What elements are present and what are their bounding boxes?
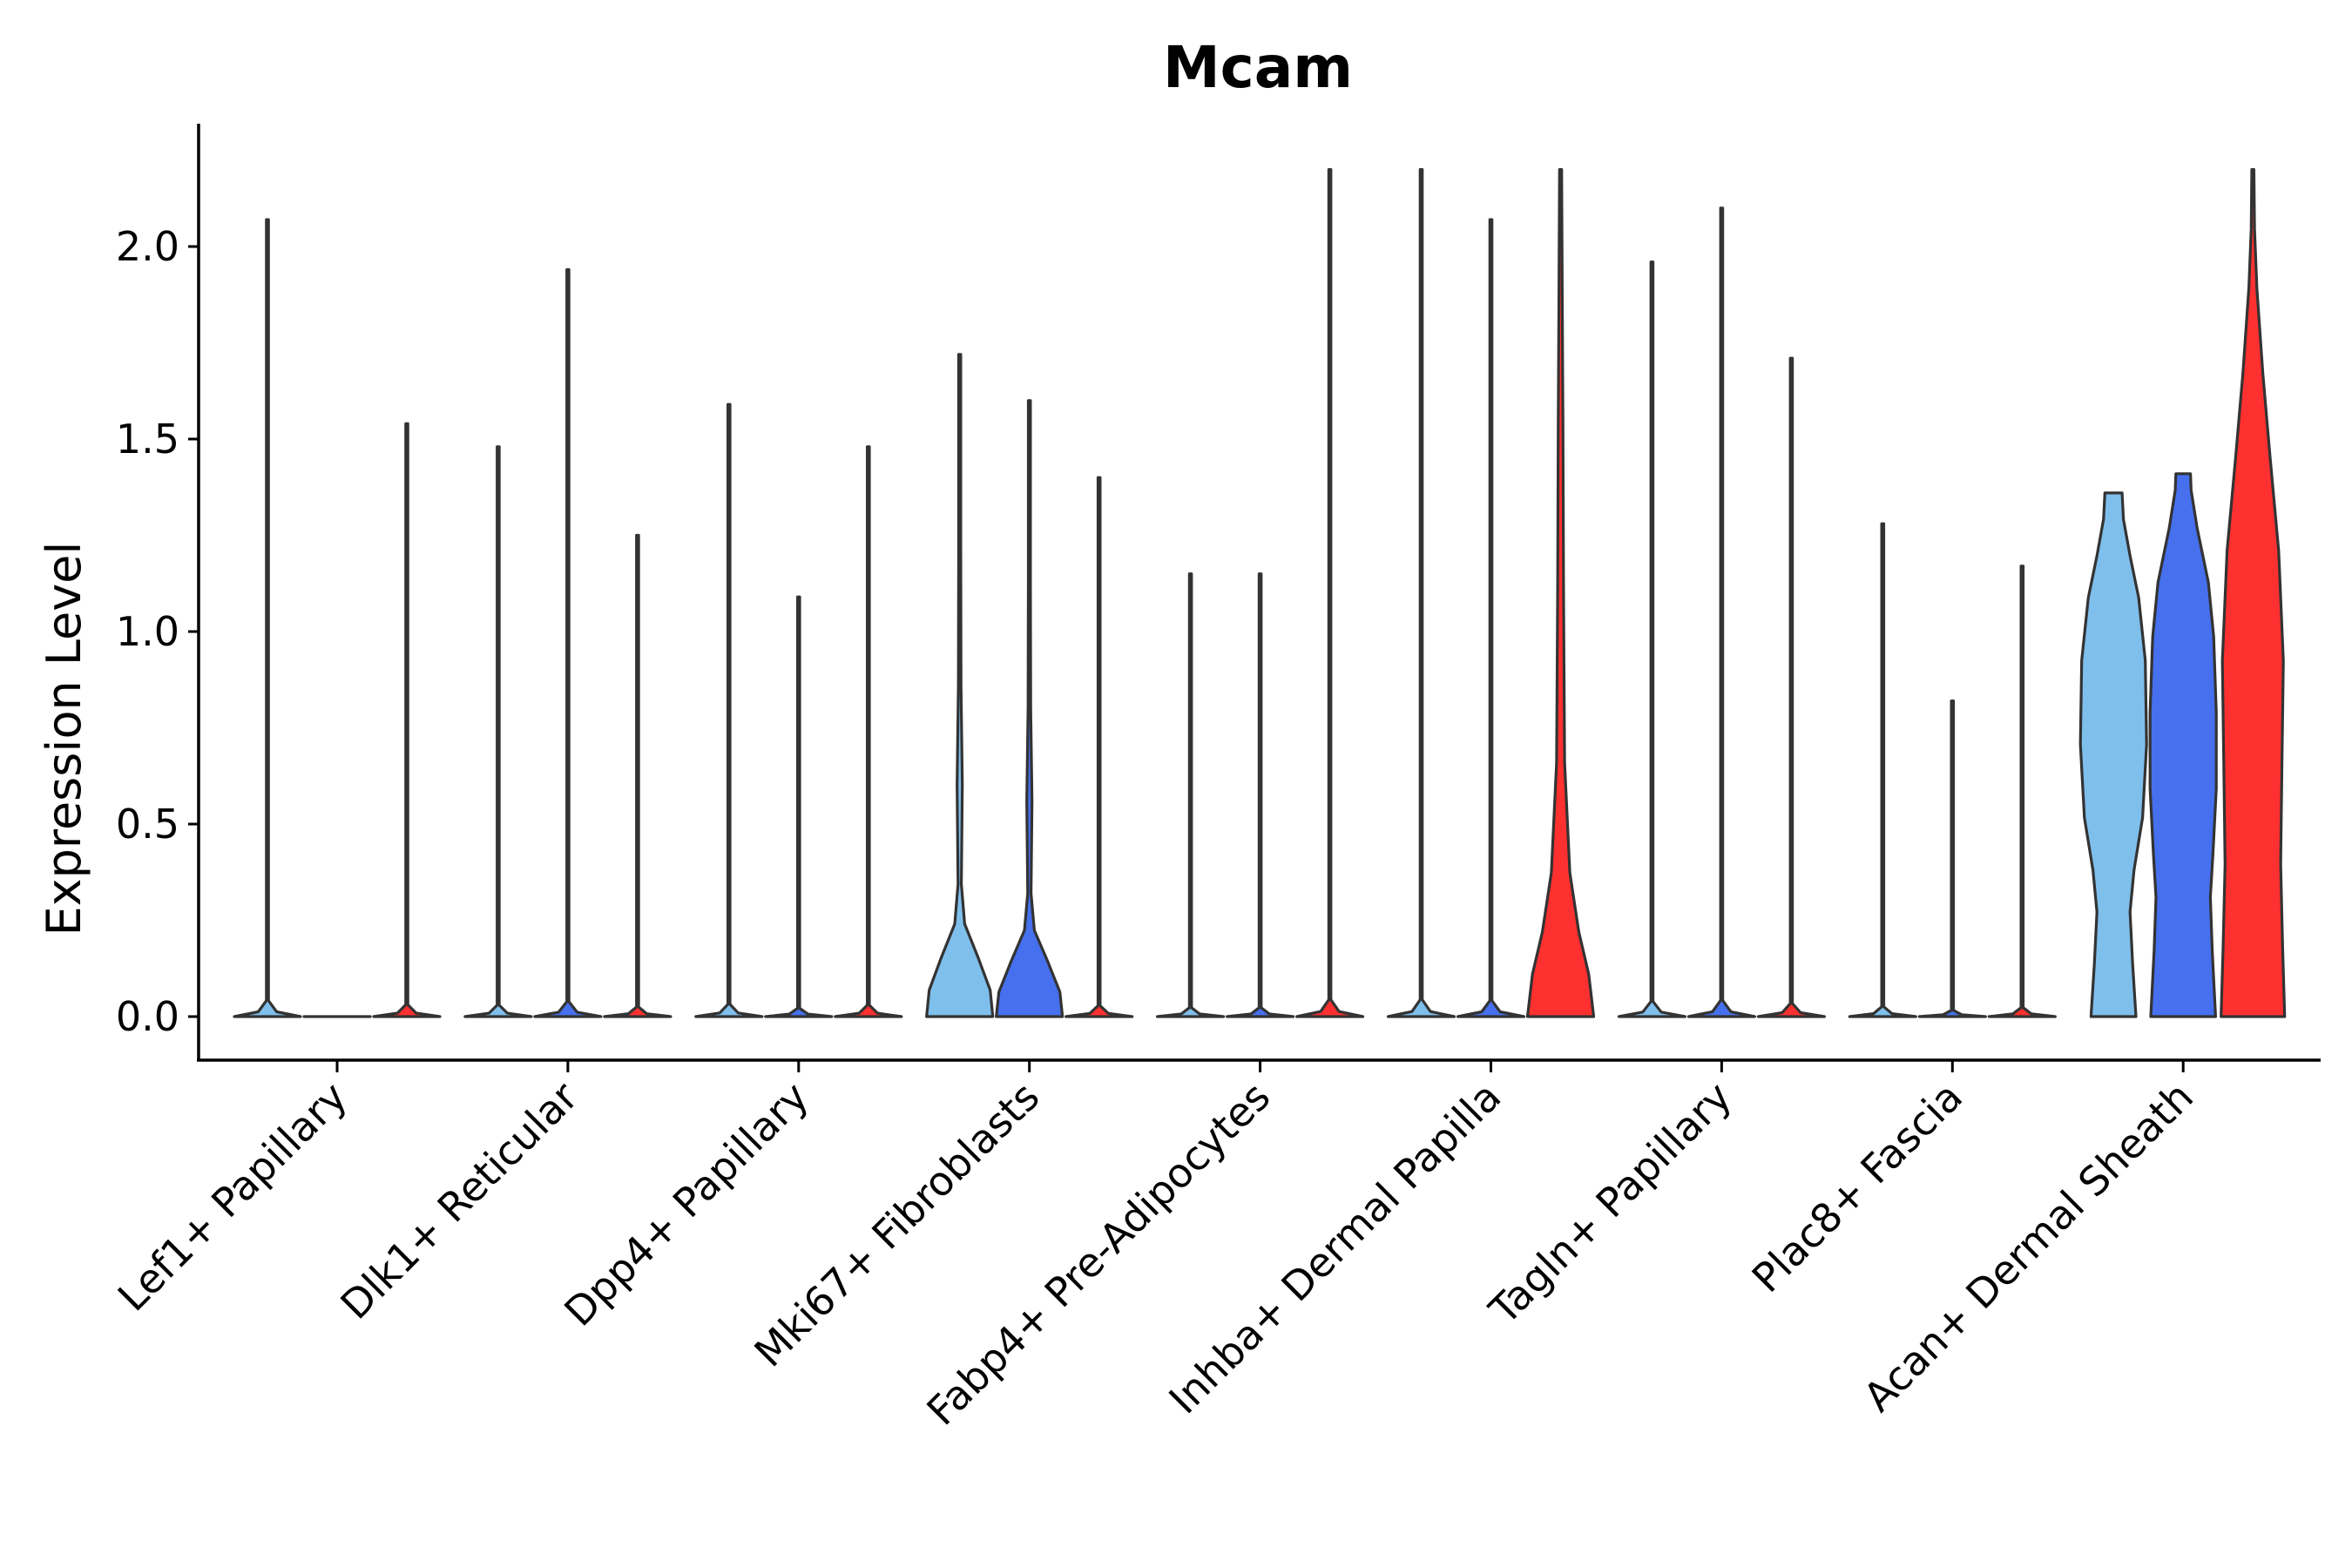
violin-group-1-3 bbox=[694, 402, 764, 1018]
y-tick-label: 2.0 bbox=[116, 223, 179, 270]
violin-group-3-4 bbox=[1064, 476, 1134, 1018]
y-axis-ticks: 0.0 0.5 1.0 1.5 2.0 bbox=[116, 223, 199, 1040]
x-tick-label: Lef1+ Papillary bbox=[109, 1073, 356, 1321]
violin-group-3-8 bbox=[1987, 564, 2057, 1018]
x-tick-label: Tagln+ Papillary bbox=[1480, 1073, 1741, 1335]
violin-group-2-7 bbox=[1686, 206, 1756, 1018]
y-tick-label: 1.0 bbox=[116, 608, 179, 655]
violin-group-1-5 bbox=[1156, 572, 1226, 1018]
violin-group-1-4 bbox=[925, 353, 995, 1018]
violin-group-3-5 bbox=[1295, 168, 1365, 1018]
violin-group-2-4 bbox=[995, 399, 1064, 1018]
x-tick-label: Plac8+ Fascia bbox=[1743, 1073, 1971, 1301]
violin-group-3-9 bbox=[2220, 168, 2287, 1018]
violin-group-1-9 bbox=[2078, 491, 2148, 1018]
x-tick-label: Dpp4+ Papillary bbox=[555, 1073, 817, 1335]
violin-group-2-8 bbox=[1917, 700, 1987, 1018]
violin-group-2-2 bbox=[533, 267, 603, 1018]
violin-group-1-2 bbox=[463, 445, 533, 1018]
x-tick-label: Dlk1+ Reticular bbox=[331, 1073, 586, 1328]
violin-group-3-2 bbox=[603, 533, 672, 1018]
violin-group-1-6 bbox=[1386, 168, 1456, 1018]
violin-group-3-7 bbox=[1756, 356, 1826, 1018]
violin-group-2-5 bbox=[1226, 572, 1295, 1018]
violin-group-3-6 bbox=[1525, 168, 1596, 1018]
y-tick-label: 0.0 bbox=[116, 993, 179, 1040]
violin-group-2-6 bbox=[1456, 218, 1526, 1018]
violin-layer bbox=[233, 168, 2287, 1018]
violin-group-3-1 bbox=[372, 422, 442, 1018]
violin-group-3-3 bbox=[834, 445, 903, 1018]
y-tick-label: 1.5 bbox=[116, 416, 179, 463]
y-tick-label: 0.5 bbox=[116, 801, 179, 848]
chart-title: Mcam bbox=[1163, 34, 1353, 101]
violin-group-2-3 bbox=[764, 595, 834, 1018]
violin-group-1-8 bbox=[1848, 522, 1917, 1018]
violin-group-2-9 bbox=[2148, 472, 2218, 1018]
violin-group-1-1 bbox=[233, 218, 302, 1018]
y-axis-label: Expression Level bbox=[37, 542, 91, 936]
violin-group-1-7 bbox=[1617, 260, 1686, 1018]
